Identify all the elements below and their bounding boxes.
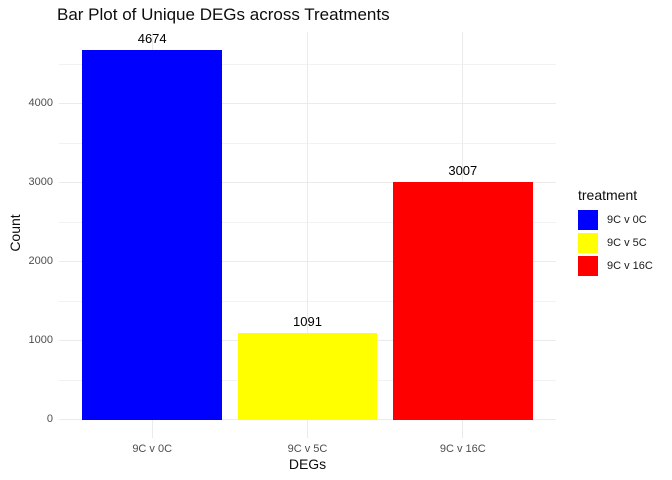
legend-swatch [578, 256, 598, 276]
legend-item-9c-v-0c: 9C v 0C [578, 210, 653, 230]
bar-9c-v-0c [82, 50, 223, 420]
legend-swatch [578, 233, 598, 253]
y-tick-label: 4000 [28, 97, 53, 110]
y-axis-title: Count [7, 214, 23, 252]
x-axis-title: DEGs [288, 456, 327, 472]
bar-9c-v-16c [392, 182, 533, 420]
legend-item-label: 9C v 0C [607, 214, 647, 226]
legend-item-label: 9C v 5C [607, 237, 647, 249]
legend-item-label: 9C v 16C [607, 260, 653, 272]
y-tick-label: 2000 [28, 255, 53, 268]
gridline-vertical [307, 32, 308, 438]
bar-9c-v-5c [237, 333, 378, 420]
bar-value-label: 4674 [137, 31, 167, 47]
legend-item-9c-v-16c: 9C v 16C [578, 256, 653, 276]
legend-title: treatment [578, 187, 638, 203]
y-tick-label: 1000 [28, 334, 53, 347]
y-tick-label: 3000 [28, 176, 53, 189]
x-tick-label: 9C v 0C [132, 443, 173, 455]
legend-item-9c-v-5c: 9C v 5C [578, 233, 653, 253]
bar-value-label: 1091 [293, 314, 322, 330]
x-tick-label: 9C v 5C [287, 443, 328, 455]
legend-swatch [578, 210, 598, 230]
bar-value-label: 3007 [448, 163, 478, 179]
plot-panel: 4674 1091 3007 [59, 32, 556, 438]
chart-title: Bar Plot of Unique DEGs across Treatment… [57, 5, 390, 24]
y-tick-label: 0 [46, 413, 53, 426]
x-tick-label: 9C v 16C [439, 443, 486, 455]
legend: treatment 9C v 0C 9C v 5C 9C v 16C [578, 187, 653, 279]
legend-items: 9C v 0C 9C v 5C 9C v 16C [578, 210, 653, 276]
